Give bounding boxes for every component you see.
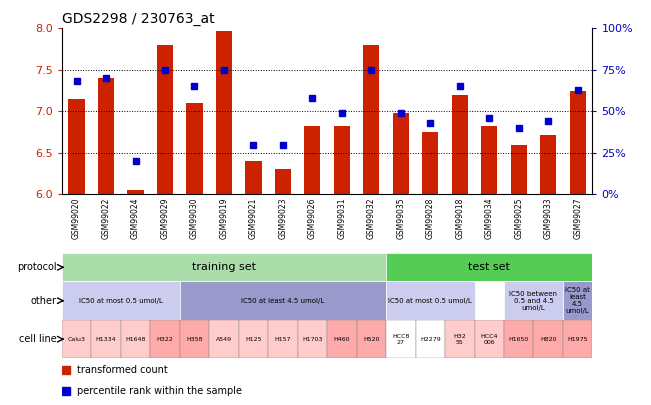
Text: IC50 at most 0.5 umol/L: IC50 at most 0.5 umol/L [79, 298, 163, 304]
Bar [510, 145, 527, 194]
Text: GSM99034: GSM99034 [485, 197, 493, 239]
Bar [445, 320, 475, 358]
Bar [563, 320, 592, 358]
Text: GSM99023: GSM99023 [279, 197, 287, 239]
Text: GSM99030: GSM99030 [190, 197, 199, 239]
Bar [91, 320, 121, 358]
Bar [275, 169, 291, 194]
Text: GSM99021: GSM99021 [249, 197, 258, 239]
Bar [363, 45, 380, 194]
Text: H2279: H2279 [420, 337, 441, 342]
Text: GSM99025: GSM99025 [514, 197, 523, 239]
Text: GSM99029: GSM99029 [161, 197, 169, 239]
Bar [180, 281, 386, 320]
Text: H322: H322 [157, 337, 173, 342]
Text: GSM99033: GSM99033 [544, 197, 553, 239]
Text: H157: H157 [275, 337, 291, 342]
Bar [334, 126, 350, 194]
Text: Calu3: Calu3 [68, 337, 85, 342]
Bar [98, 78, 114, 194]
Bar [216, 31, 232, 194]
Bar [563, 281, 592, 320]
Bar [386, 320, 415, 358]
Text: cell line: cell line [19, 334, 57, 344]
Text: H1703: H1703 [302, 337, 323, 342]
Bar [386, 253, 592, 281]
Text: GSM99024: GSM99024 [131, 197, 140, 239]
Text: other: other [31, 296, 57, 306]
Text: percentile rank within the sample: percentile rank within the sample [77, 386, 242, 396]
Text: GSM99035: GSM99035 [396, 197, 406, 239]
Bar [245, 161, 262, 194]
Bar [62, 320, 91, 358]
Text: transformed count: transformed count [77, 365, 168, 375]
Bar [180, 320, 209, 358]
Text: test set: test set [468, 262, 510, 272]
Text: H460: H460 [333, 337, 350, 342]
Bar [481, 126, 497, 194]
Text: IC50 at most 0.5 umol/L: IC50 at most 0.5 umol/L [389, 298, 472, 304]
Text: IC50 at
least
4.5
umol/L: IC50 at least 4.5 umol/L [565, 287, 590, 314]
Text: H1648: H1648 [126, 337, 146, 342]
Bar [504, 281, 563, 320]
Text: HCC8
27: HCC8 27 [392, 334, 409, 345]
Bar [540, 134, 557, 194]
Text: H1334: H1334 [96, 337, 117, 342]
Text: A549: A549 [216, 337, 232, 342]
Bar [239, 320, 268, 358]
Bar [298, 320, 327, 358]
Bar [62, 281, 180, 320]
Text: GSM99031: GSM99031 [337, 197, 346, 239]
Bar [327, 320, 357, 358]
Text: IC50 between
0.5 and 4.5
umol/L: IC50 between 0.5 and 4.5 umol/L [510, 291, 557, 311]
Bar [186, 103, 202, 194]
Text: GSM99028: GSM99028 [426, 197, 435, 239]
Text: GSM99027: GSM99027 [573, 197, 582, 239]
Bar [304, 126, 320, 194]
Text: IC50 at least 4.5 umol/L: IC50 at least 4.5 umol/L [242, 298, 325, 304]
Bar [150, 320, 180, 358]
Text: GSM99032: GSM99032 [367, 197, 376, 239]
Bar [452, 95, 468, 194]
Bar [62, 253, 386, 281]
Text: H1975: H1975 [568, 337, 588, 342]
Bar [121, 320, 150, 358]
Text: H520: H520 [363, 337, 380, 342]
Text: training set: training set [192, 262, 256, 272]
Bar [422, 132, 438, 194]
Text: H125: H125 [245, 337, 262, 342]
Text: GSM99020: GSM99020 [72, 197, 81, 239]
Text: protocol: protocol [17, 262, 57, 272]
Text: GSM99018: GSM99018 [455, 197, 464, 239]
Text: HCC4
006: HCC4 006 [480, 334, 498, 345]
Text: GSM99019: GSM99019 [219, 197, 229, 239]
Text: GDS2298 / 230763_at: GDS2298 / 230763_at [62, 12, 214, 26]
Bar [157, 45, 173, 194]
Text: H1650: H1650 [508, 337, 529, 342]
Bar [209, 320, 239, 358]
Bar [357, 320, 386, 358]
Bar [128, 190, 144, 194]
Text: H820: H820 [540, 337, 557, 342]
Bar [393, 113, 409, 194]
Bar [268, 320, 298, 358]
Text: H358: H358 [186, 337, 202, 342]
Bar [475, 320, 504, 358]
Text: GSM99022: GSM99022 [102, 197, 111, 239]
Text: GSM99026: GSM99026 [308, 197, 317, 239]
Bar [570, 91, 586, 194]
Bar [415, 320, 445, 358]
Bar [386, 281, 475, 320]
Text: H32
55: H32 55 [453, 334, 466, 345]
Bar [533, 320, 563, 358]
Bar [68, 99, 85, 194]
Bar [504, 320, 533, 358]
